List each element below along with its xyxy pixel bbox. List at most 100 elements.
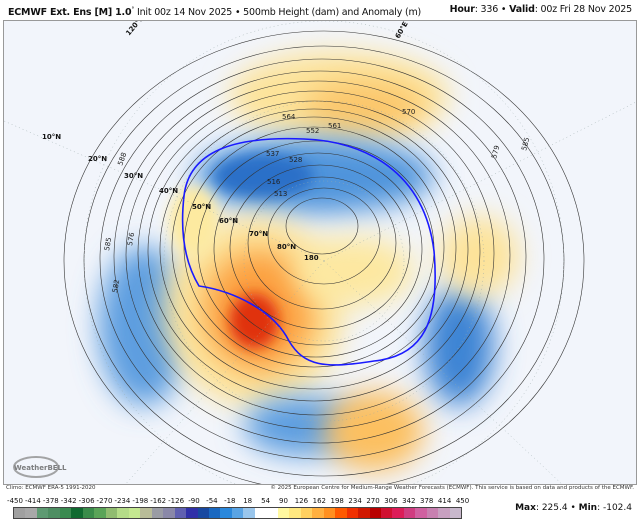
lat-label: 80°N — [277, 243, 296, 251]
colorbar-tick: -270 — [96, 497, 113, 505]
copyright: © 2025 European Centre for Medium-Range … — [270, 485, 634, 491]
weatherbell-logo: WeatherBELL — [13, 456, 67, 478]
lat-label: 10°N — [42, 133, 61, 141]
colorbar-swatch — [220, 508, 232, 518]
colorbar-tick: 198 — [330, 497, 344, 505]
colorbar — [13, 507, 462, 519]
colorbar-swatch — [117, 508, 129, 518]
colorbar-tick: 18 — [243, 497, 253, 505]
contour-label: 585 — [520, 137, 531, 152]
colorbar-swatch — [48, 508, 60, 518]
colorbar-swatch — [186, 508, 198, 518]
colorbar-swatch — [163, 508, 175, 518]
map-svg: 10°N 20°N 30°N 40°N 50°N 60°N 70°N 80°N … — [4, 21, 636, 484]
colorbar-swatch — [71, 508, 83, 518]
footer: Climo: ECMWF ERA-5 1991-2020 © 2025 Euro… — [4, 484, 636, 494]
climo-note: Climo: ECMWF ERA-5 1991-2020 — [6, 485, 96, 491]
colorbar-swatch — [82, 508, 95, 518]
colorbar-swatch — [277, 508, 290, 518]
colorbar-swatch — [59, 508, 72, 518]
colorbar-tick: 54 — [261, 497, 271, 505]
valid-time: Hour: 336 • Valid: 00z Fri 28 Nov 2025 — [449, 4, 633, 15]
colorbar-swatch — [254, 508, 267, 518]
lon-label: 60°E — [394, 21, 410, 40]
colorbar-swatch — [25, 508, 37, 518]
weather-map: 10°N 20°N 30°N 40°N 50°N 60°N 70°N 80°N … — [3, 20, 637, 485]
contour-label: 552 — [306, 127, 319, 135]
svg-text:WeatherBELL: WeatherBELL — [14, 464, 67, 472]
colorbar-tick: 306 — [384, 497, 398, 505]
colorbar-swatch — [300, 508, 313, 518]
colorbar-swatch — [197, 508, 209, 518]
colorbar-tick: -450 — [7, 497, 23, 505]
colorbar-swatch — [381, 508, 393, 518]
colorbar-swatch — [174, 508, 187, 518]
colorbar-tick: 342 — [402, 497, 416, 505]
lat-label: 60°N — [219, 217, 238, 225]
lat-label: 20°N — [88, 155, 107, 163]
colorbar-swatch — [128, 508, 141, 518]
title: ECMWF Ext. Ens [M] 1.0° Init 00z 14 Nov … — [8, 6, 422, 19]
contour-label: 516 — [267, 178, 281, 186]
colorbar-tick: -126 — [168, 497, 185, 505]
colorbar-tick: 450 — [455, 497, 470, 505]
header: ECMWF Ext. Ens [M] 1.0° Init 00z 14 Nov … — [0, 0, 640, 20]
contour-label: 585 — [103, 237, 113, 252]
lat-label: 70°N — [249, 230, 268, 238]
colorbar-tick: -306 — [78, 497, 95, 505]
colorbar-tick: -198 — [132, 497, 149, 505]
colorbar-swatch — [14, 508, 26, 518]
colorbar-swatch — [426, 508, 439, 518]
colorbar-tick: 126 — [294, 497, 309, 505]
colorbar-tick: -378 — [42, 497, 59, 505]
lat-label: 50°N — [192, 203, 211, 211]
max-min: Max: 225.4 • Min: -102.4 — [515, 503, 632, 513]
colorbar-tick: -162 — [150, 497, 167, 505]
colorbar-swatch — [36, 508, 49, 518]
contour-label: 561 — [328, 122, 341, 130]
lat-label: 40°N — [159, 187, 178, 195]
colorbar-swatch — [243, 508, 255, 518]
colorbar-swatch — [346, 508, 359, 518]
colorbar-tick: -342 — [60, 497, 77, 505]
colorbar-tick: -54 — [206, 497, 218, 505]
contour-label: 528 — [289, 156, 302, 164]
colorbar-swatch — [335, 508, 347, 518]
contour-label: 513 — [274, 190, 287, 198]
colorbar-tick: 234 — [348, 497, 362, 505]
contour-label: 564 — [282, 113, 296, 121]
contour-label: 576 — [126, 231, 136, 246]
contour-label: 570 — [402, 108, 415, 116]
colorbar-tick: 414 — [437, 497, 452, 505]
colorbar-swatch — [415, 508, 427, 518]
colorbar-swatch — [323, 508, 336, 518]
colorbar-swatch — [403, 508, 416, 518]
colorbar-swatch — [392, 508, 404, 518]
colorbar-tick: 162 — [312, 497, 326, 505]
lat-label: 30°N — [124, 172, 143, 180]
contour-label: 579 — [490, 145, 501, 160]
colorbar-swatch — [140, 508, 152, 518]
colorbar-tick: -18 — [224, 497, 236, 505]
lon-label: 180 — [304, 254, 319, 262]
colorbar-swatch — [231, 508, 244, 518]
colorbar-swatch — [151, 508, 164, 518]
colorbar-swatch — [289, 508, 301, 518]
colorbar-tick: 270 — [366, 497, 380, 505]
colorbar-labels: -450 -414 -378 -342 -306 -270 -234 -198 -162 -126… — [7, 497, 471, 507]
colorbar-tick: 378 — [420, 497, 434, 505]
lon-label: 120°E — [124, 21, 145, 37]
colorbar-swatch — [358, 508, 370, 518]
colorbar-tick: -414 — [24, 497, 41, 505]
highlight-contour — [181, 137, 436, 366]
colorbar-tick: -234 — [114, 497, 131, 505]
colorbar-swatch — [369, 508, 381, 518]
colorbar-swatch — [94, 508, 106, 518]
graticule — [4, 21, 636, 484]
colorbar-tick: -90 — [188, 497, 200, 505]
colorbar-swatch — [438, 508, 450, 518]
colorbar-swatch — [266, 508, 278, 518]
contour-label: 582 — [111, 279, 121, 294]
contour-label: 537 — [266, 150, 279, 158]
colorbar-swatch — [312, 508, 324, 518]
